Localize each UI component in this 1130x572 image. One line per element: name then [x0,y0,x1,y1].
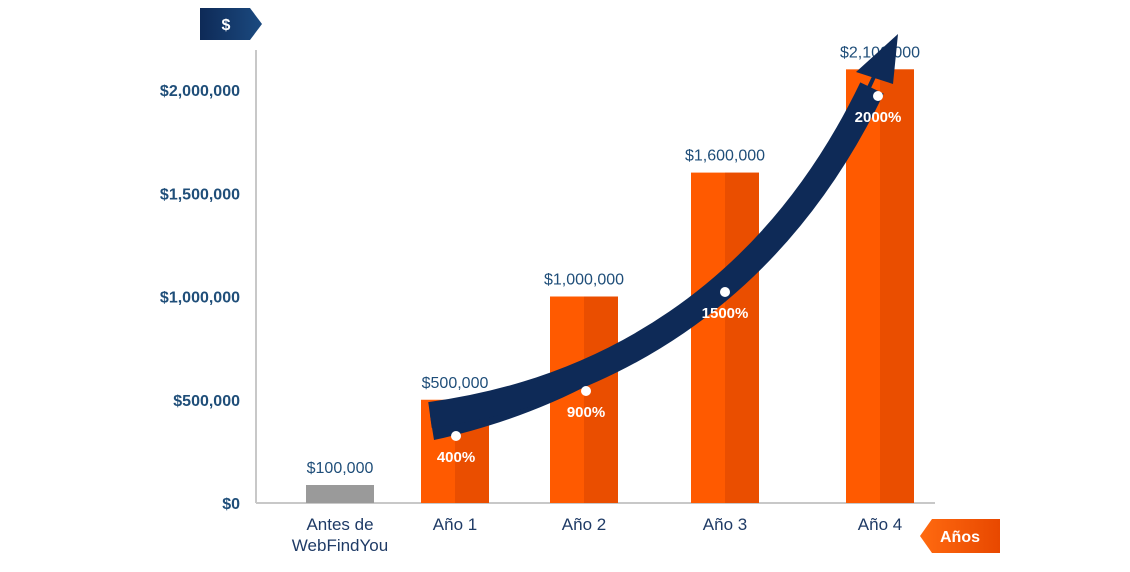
value-label: $1,600,000 [685,148,765,165]
growth-arrowhead [856,34,898,84]
x-tick-label: WebFindYou [292,536,388,555]
x-axis-badge: Años [920,519,1000,553]
y-tick-label: $1,500,000 [160,186,240,203]
value-label: $1,000,000 [544,272,624,289]
growth-point [581,386,591,396]
growth-point [451,431,461,441]
bar-3 [691,172,759,503]
bar-2 [550,296,618,503]
y-axis-label: $ [222,17,231,34]
growth-label: 400% [437,449,475,466]
x-tick-label: Antes de [306,515,373,534]
bar-shade [880,69,914,503]
bar-shade [725,172,759,503]
growth-arrow [428,34,898,440]
growth-arrow-body [430,68,880,440]
x-tick-label: Año 1 [433,515,477,534]
growth-point [873,91,883,101]
bar [306,485,374,503]
value-labels: $100,000$500,000$1,000,000$1,600,000$2,1… [307,44,921,477]
x-tick-label: Año 2 [562,515,606,534]
y-tick-label: $500,000 [173,393,240,410]
value-label: $100,000 [307,460,374,477]
growth-points: 400% 900% 1500% 2000% [437,91,902,466]
y-tick-label: $1,000,000 [160,290,240,307]
x-tick-label: Año 4 [858,515,902,534]
y-axis-badge: $ [200,8,262,40]
x-axis-label: Años [940,529,980,546]
growth-label: 2000% [855,109,902,126]
y-tick-label: $2,000,000 [160,83,240,100]
x-tick-labels: Antes de WebFindYou Año 1 Año 2 Año 3 Año 4 [292,515,902,555]
x-tick-label: Año 3 [703,515,747,534]
growth-label: 900% [567,404,605,421]
bar-shade [584,296,618,503]
y-tick-labels: $0 $500,000 $1,000,000 $1,500,000 $2,000,000 [160,83,240,513]
bar-0 [306,485,374,503]
growth-label: 1500% [702,305,749,322]
y-tick-label: $0 [222,496,240,513]
value-label: $500,000 [422,375,489,392]
growth-point [720,287,730,297]
